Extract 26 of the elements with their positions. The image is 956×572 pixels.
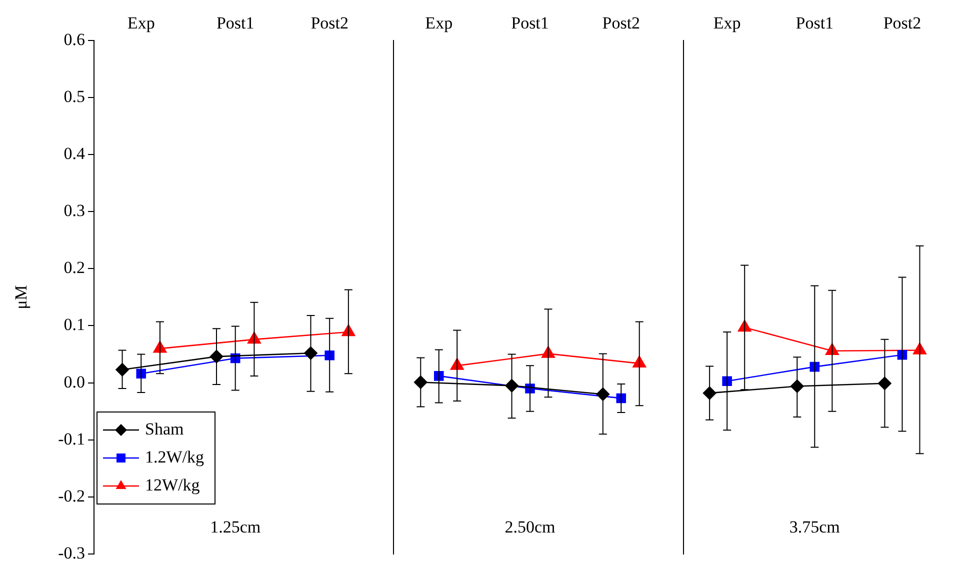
y-tick-label: 0.5	[64, 86, 85, 106]
x-axis-title: 2.50cm	[504, 517, 556, 536]
y-axis-title: μM	[12, 285, 31, 310]
y-tick-label: 0.3	[64, 201, 85, 220]
y-tick-label: -0.1	[58, 429, 85, 448]
x-tick-label: Exp	[425, 14, 453, 33]
y-tick-label: 0.4	[64, 144, 86, 163]
x-tick-label: Exp	[127, 14, 155, 33]
x-tick-label: Exp	[713, 14, 741, 33]
y-tick-label: 0.1	[64, 315, 85, 334]
y-tick-label: -0.2	[58, 486, 85, 506]
legend-label: 1.2W/kg	[145, 447, 205, 466]
y-tick-label: 0.0	[64, 372, 85, 392]
x-tick-label: Post2	[310, 14, 348, 33]
y-tick-label: 0.6	[64, 30, 85, 49]
legend-label: 12W/kg	[145, 475, 200, 494]
x-tick-label: Post1	[511, 14, 549, 33]
x-tick-label: Post2	[602, 14, 640, 33]
x-axis-title: 3.75cm	[789, 517, 840, 536]
y-tick-label: -0.3	[58, 543, 85, 562]
x-axis-title: 1.25cm	[210, 517, 261, 536]
y-tick-label: 0.2	[64, 258, 85, 278]
x-tick-label: Post2	[883, 14, 922, 33]
legend-label: Sham	[145, 419, 184, 438]
x-tick-label: Post1	[796, 14, 834, 33]
x-tick-label: Post1	[216, 14, 254, 33]
